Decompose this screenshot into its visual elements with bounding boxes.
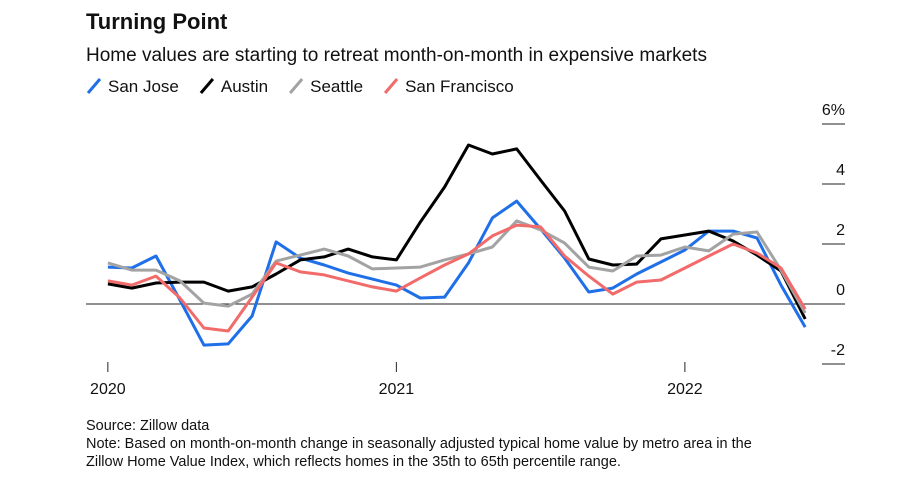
legend-swatch (199, 78, 215, 94)
x-tick-label: 2022 (667, 381, 703, 398)
legend-label: Austin (221, 77, 268, 96)
line-series (107, 223, 807, 333)
source: Source: Zillow data (86, 418, 210, 434)
x-tick-label: 2020 (90, 381, 126, 398)
x-tick-label: 2021 (379, 381, 415, 398)
legend-swatch (289, 78, 304, 94)
line-series (107, 143, 807, 320)
legend-label: San Jose (108, 77, 179, 96)
legend-label: San Francisco (405, 77, 514, 96)
y-tick-label: 6% (822, 102, 845, 119)
y-tick-label: 4 (836, 162, 845, 179)
legend-swatch (86, 78, 102, 94)
note: Note: Based on month-on-month change in … (86, 436, 752, 452)
line-series (107, 199, 807, 347)
note: Zillow Home Value Index, which reflects … (86, 454, 621, 470)
y-tick-label: 2 (836, 222, 845, 239)
y-tick-label: -2 (831, 342, 845, 359)
y-tick-label: 0 (836, 282, 845, 299)
line-series (107, 219, 807, 314)
legend-label: Seattle (310, 77, 363, 96)
chart-subtitle: Home values are starting to retreat mont… (86, 45, 707, 66)
chart-title: Turning Point (86, 9, 228, 34)
legend-swatch (383, 78, 399, 94)
